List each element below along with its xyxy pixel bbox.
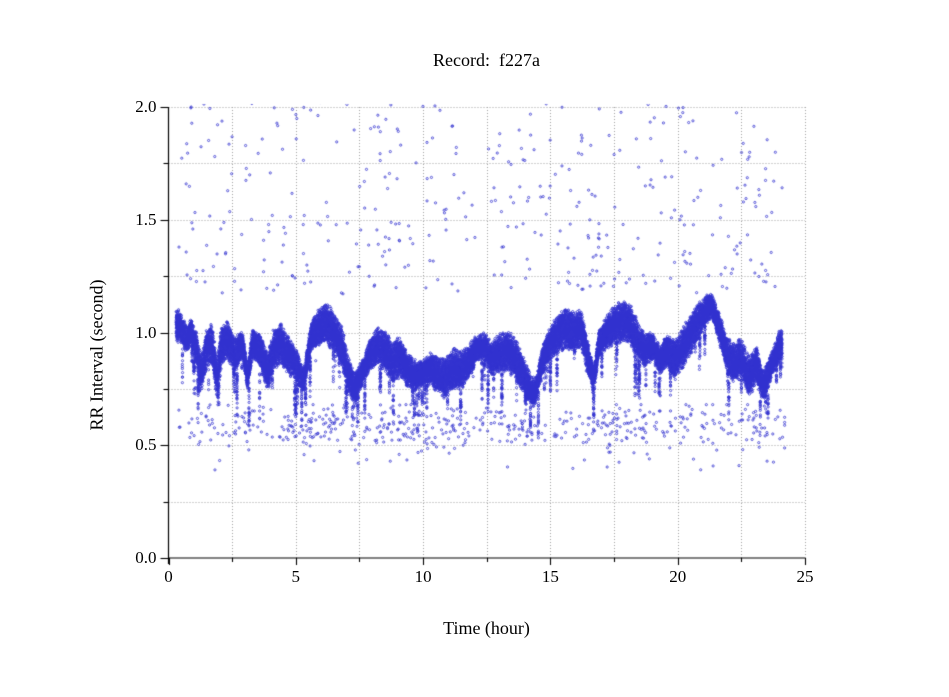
y-tick-label: 1.0 <box>135 322 157 342</box>
x-tick-label: 10 <box>414 567 432 586</box>
chart-title: Record: f227a <box>433 50 540 70</box>
x-tick-label: 0 <box>164 567 173 586</box>
x-axis-label: Time (hour) <box>443 618 530 638</box>
x-tick-label: 20 <box>669 567 687 586</box>
x-tick-label: 5 <box>291 567 301 586</box>
x-tick-label: 25 <box>796 567 814 586</box>
y-axis-label: RR Interval (second) <box>86 279 107 431</box>
x-tick-label: 15 <box>541 567 559 586</box>
y-tick-label: 0.0 <box>135 548 157 567</box>
y-tick-label: 1.5 <box>135 209 157 229</box>
y-tick-label: 0.5 <box>135 435 157 455</box>
y-tick-label: 2.0 <box>135 97 157 116</box>
